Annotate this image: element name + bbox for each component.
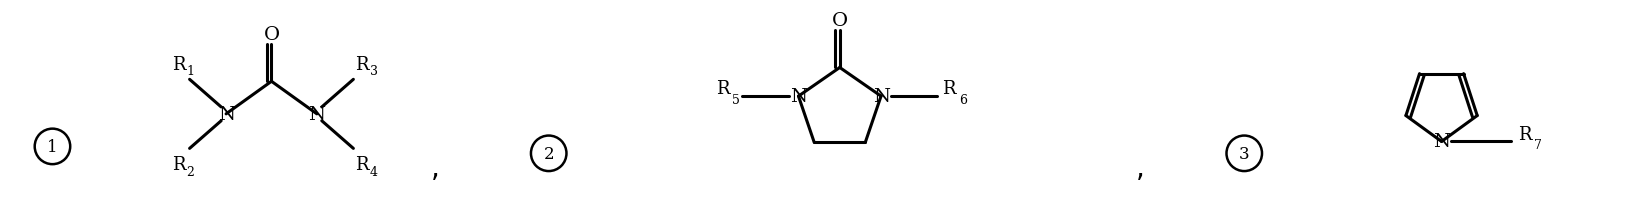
Text: 3: 3 xyxy=(1239,145,1250,162)
Text: N: N xyxy=(309,105,325,123)
Text: 7: 7 xyxy=(1535,138,1543,151)
Text: N: N xyxy=(217,105,235,123)
Text: 1: 1 xyxy=(187,65,194,78)
Text: 1: 1 xyxy=(48,138,58,155)
Text: N: N xyxy=(790,88,807,106)
Text: R: R xyxy=(355,55,370,73)
Text: 4: 4 xyxy=(370,165,378,178)
Text: O: O xyxy=(831,12,848,30)
Text: 3: 3 xyxy=(370,65,378,78)
Text: R: R xyxy=(173,55,186,73)
Text: ,: , xyxy=(1137,154,1145,182)
Text: 2: 2 xyxy=(544,145,554,162)
Text: R: R xyxy=(173,155,186,173)
Text: 6: 6 xyxy=(960,93,968,106)
Text: R: R xyxy=(1518,125,1531,143)
Text: N: N xyxy=(1433,133,1451,151)
Text: O: O xyxy=(263,26,279,44)
Text: N: N xyxy=(872,88,889,106)
Text: R: R xyxy=(355,155,370,173)
Text: R: R xyxy=(716,80,729,98)
Text: ,: , xyxy=(430,154,440,182)
Text: R: R xyxy=(943,80,956,98)
Text: 5: 5 xyxy=(733,93,741,106)
Text: 2: 2 xyxy=(187,165,194,178)
